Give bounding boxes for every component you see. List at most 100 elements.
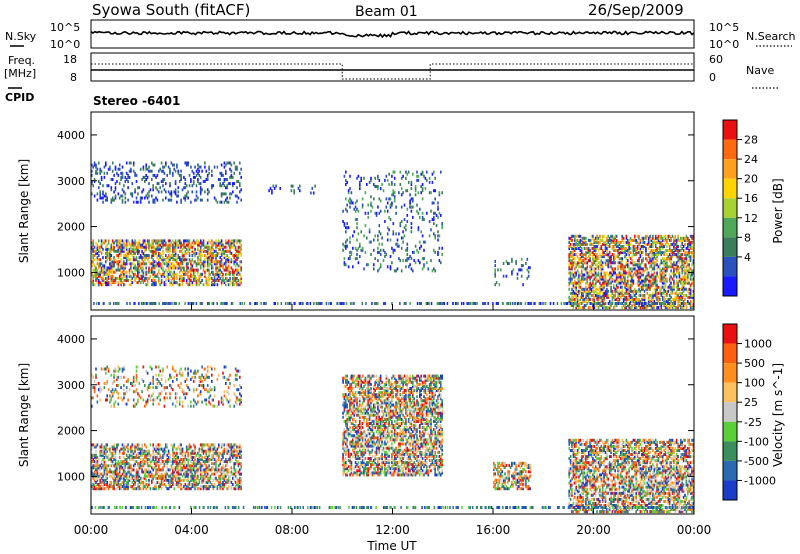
data-cell [691, 236, 693, 240]
data-cell [666, 263, 668, 267]
data-cell [671, 253, 674, 257]
data-cell [576, 281, 579, 285]
data-cell [124, 474, 127, 478]
data-cell [110, 178, 113, 181]
data-cell [113, 281, 115, 285]
data-cell [107, 455, 110, 459]
data-cell [137, 262, 139, 266]
data-cell [213, 196, 216, 200]
data-cell [174, 192, 177, 196]
data-cell [125, 254, 128, 257]
data-cell [93, 161, 96, 165]
data-cell [192, 243, 195, 247]
data-cell [103, 468, 106, 472]
data-cell [199, 256, 202, 260]
data-cell [374, 185, 376, 188]
data-cell [668, 302, 671, 305]
data-cell [139, 458, 142, 461]
data-cell [668, 275, 671, 279]
data-cell [185, 161, 188, 165]
data-cell [127, 466, 129, 470]
data-cell [162, 165, 164, 169]
data-cell [645, 251, 647, 255]
data-cell [113, 247, 115, 251]
data-cell [139, 274, 142, 278]
data-cell [174, 245, 177, 249]
data-cell [646, 275, 649, 279]
data-cell [657, 275, 660, 279]
data-cell [682, 236, 685, 240]
data-cell [515, 262, 517, 265]
data-cell [604, 242, 607, 246]
data-cell [641, 300, 643, 303]
data-cell [607, 283, 610, 287]
data-cell [100, 276, 103, 280]
data-cell [135, 258, 138, 262]
data-cell [95, 458, 97, 461]
data-cell [152, 476, 154, 480]
data-cell [425, 302, 428, 305]
data-cell [204, 161, 206, 165]
data-cell [606, 293, 608, 297]
data-cell [657, 295, 660, 299]
data-cell [234, 254, 237, 257]
data-cell [343, 257, 346, 261]
data-cell [656, 255, 658, 259]
data-cell [650, 249, 653, 252]
data-cell [226, 268, 228, 272]
data-cell [659, 302, 661, 305]
data-cell [96, 474, 99, 478]
data-cell [102, 247, 104, 251]
data-cell [225, 192, 227, 196]
data-cell [678, 273, 681, 277]
data-cell [608, 275, 611, 279]
data-cell [176, 163, 178, 167]
data-cell [356, 238, 358, 242]
data-cell [144, 474, 146, 478]
data-cell [194, 165, 196, 169]
data-cell [632, 253, 635, 257]
data-cell [391, 183, 393, 186]
data-cell [638, 289, 640, 293]
data-cell [668, 306, 671, 310]
data-cell [361, 246, 364, 250]
data-cell [585, 240, 587, 244]
data-cell [128, 175, 131, 179]
data-cell [692, 240, 695, 244]
data-cell [178, 262, 181, 266]
data-cell [660, 242, 663, 246]
data-cell [144, 247, 146, 251]
data-cell [199, 175, 202, 179]
data-cell [631, 281, 633, 285]
data-cell [145, 474, 147, 478]
data-cell [599, 273, 601, 277]
data-cell [400, 187, 403, 191]
data-cell [114, 239, 117, 243]
data-cell [571, 247, 573, 250]
data-cell [653, 249, 656, 252]
data-cell [632, 275, 635, 279]
data-cell [158, 241, 160, 245]
data-cell [587, 271, 590, 275]
data-cell [102, 274, 104, 278]
data-cell [377, 259, 379, 263]
data-cell [96, 462, 99, 466]
data-cell [631, 289, 633, 293]
data-cell [405, 170, 407, 174]
data-cell [604, 302, 607, 305]
data-cell [642, 251, 644, 255]
data-cell [103, 239, 106, 243]
data-cell [114, 470, 117, 474]
data-cell [110, 243, 113, 247]
data-cell [201, 188, 203, 192]
data-cell [409, 205, 411, 209]
data-cell [663, 245, 665, 248]
data-cell [134, 487, 136, 491]
data-cell [666, 293, 668, 297]
data-cell [402, 191, 404, 195]
data-cell [654, 275, 657, 279]
data-cell [191, 190, 194, 194]
data-cell [685, 306, 688, 310]
data-cell [576, 263, 579, 267]
data-cell [593, 273, 596, 277]
